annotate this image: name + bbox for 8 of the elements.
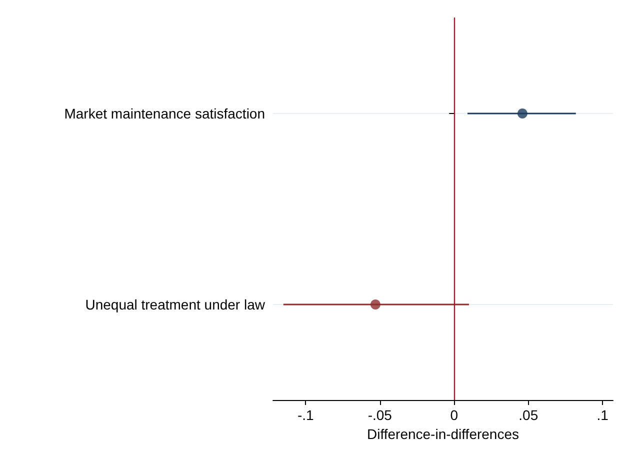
y-tick-label: Unequal treatment under law	[85, 296, 266, 312]
x-tick-label: -.05	[368, 407, 392, 423]
x-tick-label: -.1	[297, 407, 314, 423]
x-axis-title: Difference-in-differences	[366, 426, 520, 442]
x-tick-label: .05	[518, 407, 538, 423]
x-tick-label: 0	[450, 407, 458, 423]
y-tick-label: Market maintenance satisfaction	[64, 106, 265, 122]
x-tick-label: .1	[596, 407, 609, 423]
